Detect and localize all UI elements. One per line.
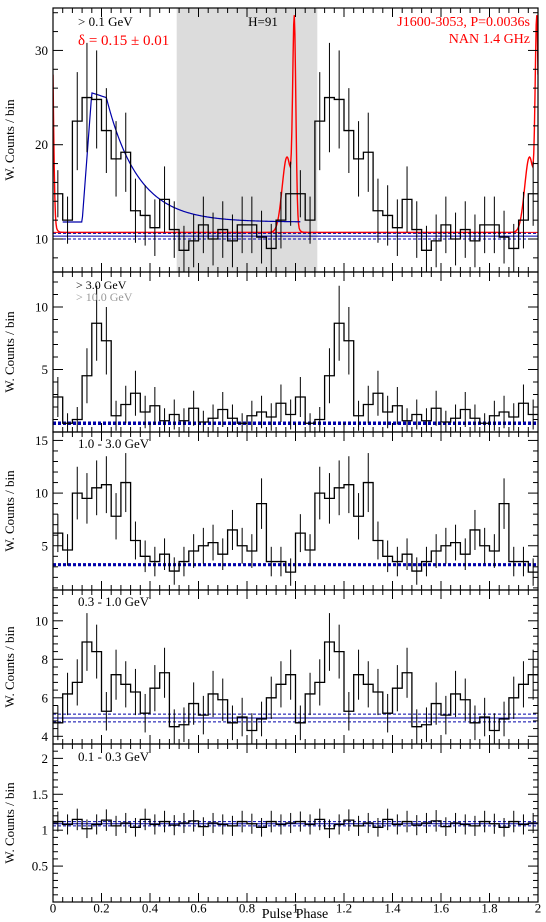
x-tick-label: 1.8: [481, 901, 497, 916]
panel-annotation: > 0.1 GeV: [78, 14, 133, 29]
panel-annotation: H=91: [248, 14, 278, 29]
y-tick-label: 10: [35, 232, 48, 247]
y-tick-label: 10: [35, 486, 48, 501]
x-axis-label: Pulse Phase: [262, 907, 329, 922]
x-tick-label: 1.6: [433, 901, 450, 916]
y-tick-label: 6: [42, 690, 49, 705]
y-axis-label: W. Counts / bin: [2, 99, 17, 181]
panel-annotation: > 10.0 GeV: [76, 290, 133, 304]
x-tick-label: 1.2: [336, 901, 352, 916]
y-tick-label: 1: [42, 823, 49, 838]
x-axis-label-group: Pulse Phase: [262, 907, 329, 922]
panel-annotation: > 3.0 GeV: [76, 278, 127, 292]
y-tick-label: 30: [35, 43, 48, 58]
histogram-step-line: [53, 96, 538, 251]
x-tick-label: 0.2: [93, 901, 109, 916]
y-axis-label: W. Counts / bin: [2, 626, 17, 708]
panel-annotation: J1600-3053, P=0.0036s: [397, 15, 530, 30]
y-tick-label: 10: [35, 300, 48, 315]
histogram-step-line: [53, 481, 538, 573]
model-fit-curve: [62, 92, 301, 223]
y-axis-label: W. Counts / bin: [2, 470, 17, 552]
panel-annotation: 0.3 - 1.0 GeV: [78, 594, 150, 609]
panel-4-plot-area: [53, 613, 538, 744]
y-tick-label: 10: [35, 613, 48, 628]
y-tick-label: 1.5: [32, 787, 48, 802]
panel-5-plot-area: [53, 808, 538, 839]
panel-3: 5 10 15 W. Counts / bin 1.0 - 3.0 GeV: [2, 431, 539, 591]
y-axis-label: W. Counts / bin: [2, 311, 17, 393]
panel-annotation: δ = 0.15 ± 0.01: [78, 33, 169, 49]
panel-2: 5 10 W. Counts / bin > 3.0 GeV> 10.0 GeV: [2, 271, 539, 433]
panel-3-plot-area: [53, 453, 538, 586]
y-tick-label: 15: [35, 433, 48, 448]
y-tick-label: 20: [35, 137, 48, 152]
y-tick-label: 4: [42, 729, 49, 744]
y-tick-label: 2: [42, 751, 49, 766]
panel-1: 10 20 30 W. Counts / bin > 0.1 GeV δ = 0.15 ±…: [2, 7, 539, 273]
x-tick-label: 0.8: [239, 901, 255, 916]
panel-2-plot-area: [53, 285, 538, 432]
panel-annotation: 1.0 - 3.0 GeV: [78, 436, 150, 451]
panel-5: 0.5 1 1.5 2 W. Counts / bin 0.1 - 0.3 GeV: [2, 743, 539, 903]
y-tick-label: 5: [42, 362, 49, 377]
panel-4: 4 6 8 10 W. Counts / bin 0.3 - 1.0 GeV: [2, 589, 539, 745]
panel-annotation: 0.1 - 0.3 GeV: [78, 749, 150, 764]
off-pulse-shaded-region: [176, 8, 318, 272]
x-tick-label: 1: [292, 901, 299, 916]
x-tick-label: 2: [535, 901, 542, 916]
y-tick-label: 0.5: [32, 859, 48, 874]
panel-annotation: NAN 1.4 GHz: [449, 32, 530, 47]
x-tick-label: 0.4: [142, 901, 159, 916]
y-axis-label: W. Counts / bin: [2, 782, 17, 864]
x-tick-label: 0: [50, 901, 57, 916]
y-tick-label: 5: [42, 538, 49, 553]
x-tick-label: 1.4: [384, 901, 401, 916]
y-tick-label: 8: [42, 652, 49, 667]
panel-1-plot-area: [53, 8, 538, 272]
x-tick-label: 0.6: [190, 901, 207, 916]
